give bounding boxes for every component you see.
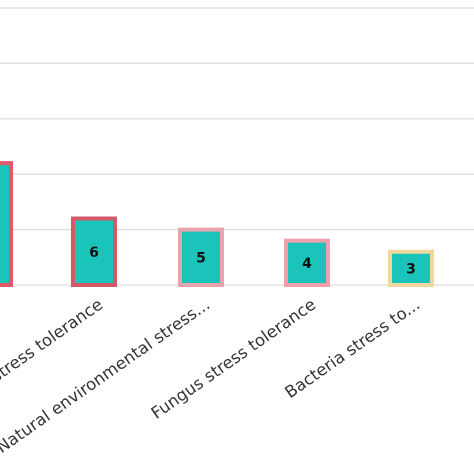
- data-label: 5: [196, 250, 206, 266]
- bar: [388, 249, 434, 287]
- bar: [284, 238, 330, 287]
- data-label: 6: [89, 245, 99, 261]
- data-label: 4: [302, 256, 312, 272]
- x-tick-label: ...e stress tolerance: [0, 295, 2, 404]
- x-tick-label: Natural environmental stress...: [0, 295, 213, 457]
- bar: [71, 216, 117, 288]
- bar: [0, 161, 13, 287]
- bar: [178, 227, 224, 288]
- bars: [0, 161, 434, 288]
- data-label: 3: [406, 261, 416, 277]
- value-labels: 6 5 4 3: [89, 245, 416, 278]
- x-tick-labels: ...e stress toleranceViruses stress tole…: [0, 295, 423, 457]
